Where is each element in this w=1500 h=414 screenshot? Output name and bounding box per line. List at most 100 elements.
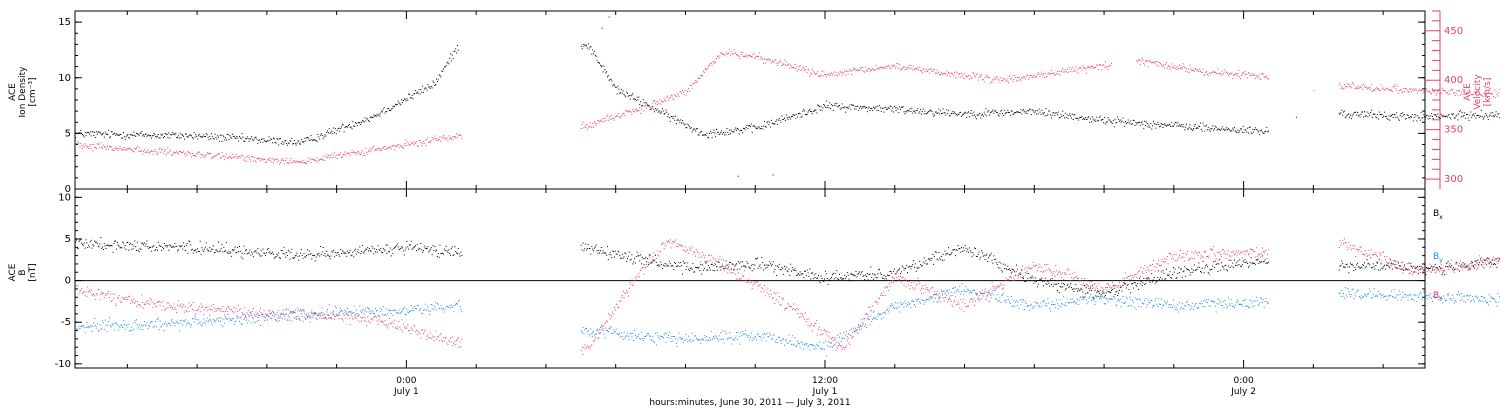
density-point [239, 136, 240, 137]
density-point [1350, 115, 1351, 116]
velocity-point [1452, 90, 1453, 91]
density-point [979, 113, 980, 114]
density-point [975, 116, 976, 117]
velocity-point [1340, 88, 1341, 89]
velocity-point [1347, 83, 1348, 84]
density-point [659, 111, 660, 112]
velocity-point [720, 56, 721, 57]
density-point [747, 125, 748, 126]
density-point [383, 109, 384, 110]
density-point [372, 117, 373, 118]
density-point [1266, 127, 1267, 128]
velocity-point [618, 113, 619, 114]
velocity-point [1265, 77, 1266, 78]
density-point [1136, 122, 1137, 123]
velocity-point [336, 155, 337, 156]
density-point [796, 114, 797, 115]
density-point [1021, 113, 1022, 114]
velocity-point [696, 82, 697, 83]
density-point [1220, 130, 1221, 131]
density-point [826, 101, 827, 102]
density-point [412, 95, 413, 96]
density-point [1486, 115, 1487, 116]
density-point [1088, 116, 1089, 117]
density-point [1107, 121, 1108, 122]
density-point [243, 141, 244, 142]
density-point [1174, 124, 1175, 125]
density-point [886, 109, 887, 110]
density-point [1450, 118, 1451, 119]
density-point [1002, 113, 1003, 114]
density-point [1466, 114, 1467, 115]
velocity-point [1013, 81, 1014, 82]
density-point [906, 112, 907, 113]
velocity-point [1069, 67, 1070, 68]
velocity-point [657, 104, 658, 105]
velocity-point [199, 152, 200, 153]
density-point [281, 143, 282, 144]
velocity-point [183, 150, 184, 151]
density-point [1394, 114, 1395, 115]
density-point [1356, 114, 1357, 115]
density-point [900, 109, 901, 110]
velocity-point [940, 74, 941, 75]
density-point [761, 128, 762, 129]
density-point [932, 113, 933, 114]
velocity-point [97, 143, 98, 144]
velocity-point [889, 66, 890, 67]
density-point [902, 107, 903, 108]
velocity-point [624, 113, 625, 114]
velocity-point [263, 160, 264, 161]
density-point [382, 111, 383, 112]
density-point [763, 126, 764, 127]
density-point [846, 107, 847, 108]
velocity-point [1018, 80, 1019, 81]
velocity-point [1264, 76, 1265, 77]
velocity-point [832, 75, 833, 76]
density-point [436, 79, 437, 80]
density-point [965, 112, 966, 113]
velocity-point [449, 138, 450, 139]
density-point [206, 133, 207, 134]
velocity-point [742, 52, 743, 53]
velocity-point [391, 148, 392, 149]
velocity-point [177, 152, 178, 153]
density-point [1481, 110, 1482, 111]
density-point [329, 128, 330, 129]
velocity-point [624, 115, 625, 116]
density-point [1155, 124, 1156, 125]
velocity-point [995, 79, 996, 80]
velocity-point [731, 51, 732, 52]
velocity-point [1073, 71, 1074, 72]
velocity-point [820, 76, 821, 77]
velocity-point [295, 162, 296, 163]
density-point [844, 106, 845, 107]
density-point [584, 44, 585, 45]
velocity-point [1147, 61, 1148, 62]
density-point [802, 116, 803, 117]
velocity-point [716, 58, 717, 59]
velocity-point [406, 139, 407, 140]
velocity-point [1053, 73, 1054, 74]
velocity-point [583, 127, 584, 128]
velocity-point [816, 73, 817, 74]
velocity-point [1365, 87, 1366, 88]
density-point [140, 133, 141, 134]
velocity-point [996, 77, 997, 78]
velocity-point [1245, 74, 1246, 75]
density-point [1252, 133, 1253, 134]
density-point [1483, 119, 1484, 120]
velocity-point [727, 54, 728, 55]
density-point [718, 132, 719, 133]
density-point [1115, 123, 1116, 124]
density-point [1365, 116, 1366, 117]
velocity-point [1498, 92, 1499, 93]
density-point [99, 131, 100, 132]
velocity-point [1160, 63, 1161, 64]
velocity-point [249, 159, 250, 160]
velocity-point [1056, 73, 1057, 74]
density-point [192, 137, 193, 138]
velocity-point [797, 70, 798, 71]
velocity-point [904, 69, 905, 70]
velocity-point [1473, 94, 1474, 95]
